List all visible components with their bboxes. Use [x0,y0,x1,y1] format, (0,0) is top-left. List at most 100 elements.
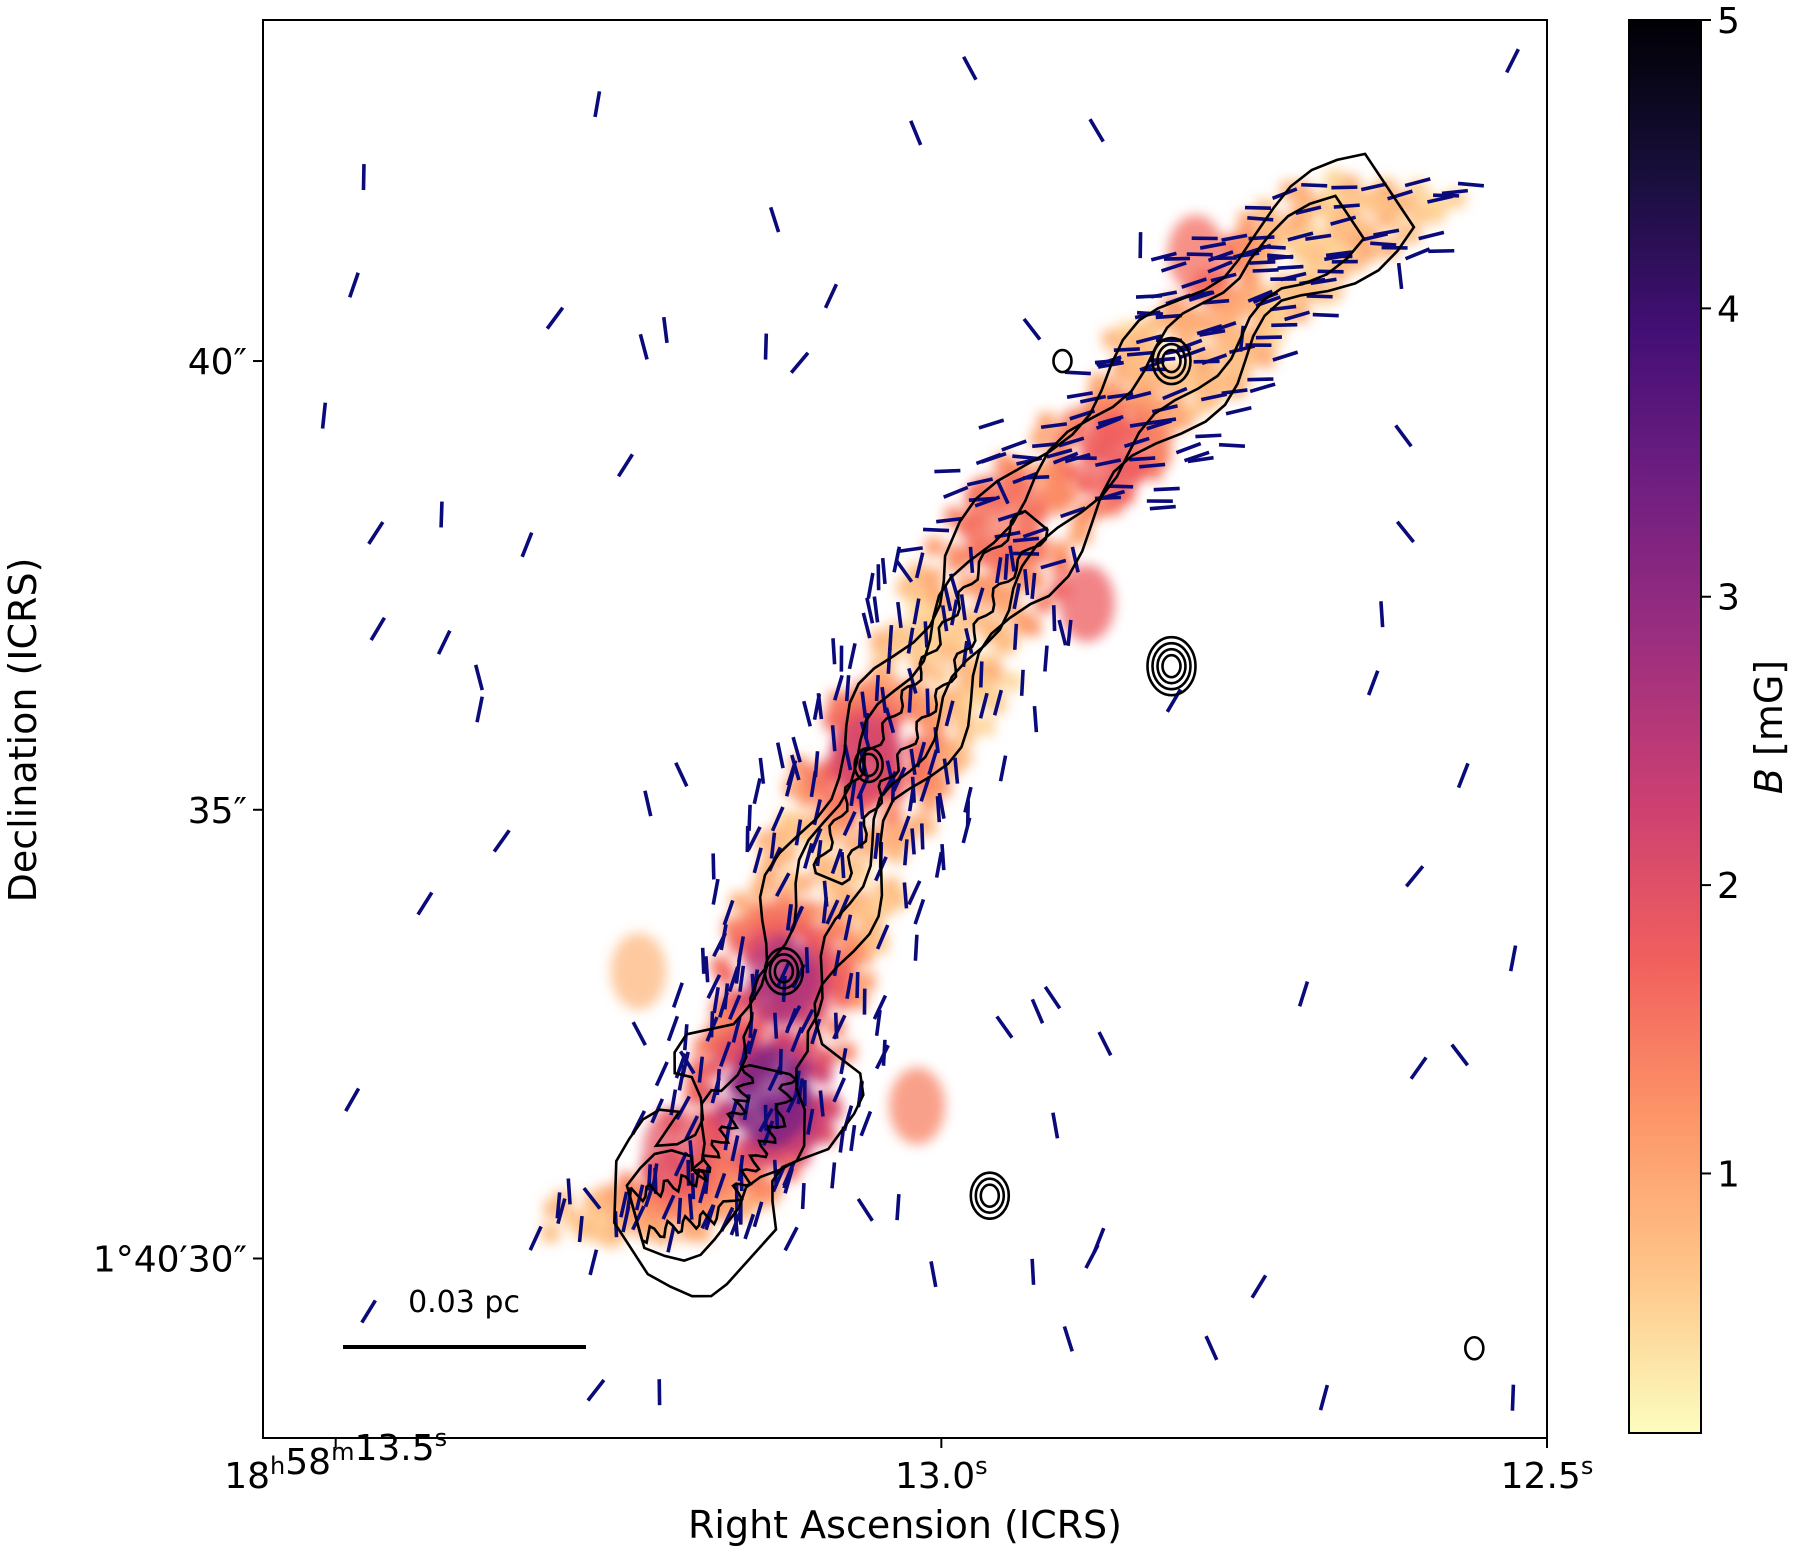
polarization-vector [964,627,974,655]
polarization-vector [616,453,634,478]
polarization-vector [791,736,802,763]
polarization-vector [856,1197,874,1222]
polarization-vector [1094,358,1122,365]
polarization-vector [978,661,984,688]
polarization-vector [520,531,534,558]
polarization-vector [1433,193,1460,198]
source-contour [858,752,879,778]
polarization-vector [706,974,722,1000]
colorbar-label-unit: [mG] [1747,660,1791,768]
polarization-vector [473,664,484,691]
polarization-vector [1183,450,1210,463]
source-contour [1146,635,1197,697]
polarization-vector [875,924,890,950]
polarization-vector [906,627,915,654]
polarization-vector [903,839,909,866]
polarization-vector [866,572,875,599]
field-strength-cell [644,1202,663,1221]
field-strength-cell [541,1224,560,1243]
polarization-vector [1064,370,1091,376]
field-strength-cell [1003,672,1022,691]
polarization-vector [1247,377,1274,382]
field-strength-cell [813,1065,832,1084]
field-strength-cell [830,698,849,717]
polarization-vector [1123,436,1150,449]
polarization-vector [966,477,994,487]
polarization-vector [1249,260,1276,265]
polarization-vector [825,899,840,925]
polarization-vector [813,751,820,778]
polarization-vector [843,914,853,941]
field-strength-cell [978,678,997,697]
polarization-vector [907,667,918,694]
polarization-vector [995,1015,1014,1039]
polarization-vector [621,1206,631,1233]
polarization-vector [1456,762,1470,789]
polarization-vector [860,691,868,718]
polarization-vector [874,674,880,702]
field-strength-cell [1331,223,1350,242]
contour-inner [812,509,1049,886]
polarization-vector [1395,520,1415,544]
polarization-vector [953,757,960,784]
polarization-vector [1366,670,1380,696]
polarization-vector [675,1095,691,1121]
polarization-vector [794,819,803,846]
polarization-vector [1013,551,1040,556]
y-tick-label: 1°40′30″ [93,1240,247,1281]
scale-bar-label: 0.03 pc [408,1285,520,1320]
field-strength-cell [854,946,873,965]
polarization-vector [949,599,959,626]
field-strength-cell [795,918,814,937]
polarization-vector [712,932,728,958]
polarization-vector [769,832,777,859]
field-strength-cell [842,833,861,852]
polarization-vector [1188,290,1215,302]
polarization-vector [1012,623,1019,650]
polarization-vector [1043,645,1049,672]
polarization-vector [1272,350,1299,362]
polarization-vector [738,965,746,992]
polarization-vector [768,206,781,233]
polarization-vector [799,1008,815,1034]
polarization-vector [802,700,812,727]
polarization-vector [1001,439,1027,452]
field-strength-cell [1256,347,1275,366]
polarization-vector [1409,1056,1428,1080]
field-strength-cell [1297,245,1316,264]
polarization-vector [1301,182,1328,188]
polarization-vector [1126,350,1154,357]
y-tick-label: 35″ [188,791,247,832]
polarization-vector [1404,865,1425,888]
polarization-vector [1199,328,1226,337]
polarization-vector [782,1163,795,1189]
polarization-vector [1271,322,1298,328]
field-strength-cell [840,943,859,962]
polarization-vector [770,806,785,832]
field-strength-cell [1087,401,1106,420]
polarization-vector [832,950,841,977]
field-strength-cell [976,717,995,736]
polarization-vector [1427,194,1454,204]
polarization-vector [942,485,969,499]
polarization-vector [885,760,895,787]
polarization-vector [847,643,857,670]
polarization-vector [865,597,875,624]
polarization-vector [1163,256,1191,261]
polarization-vector [845,972,854,999]
polarization-vector [631,1205,646,1231]
polarization-vector [1284,310,1311,322]
polarization-vector [998,755,1008,782]
polarization-vector [1135,334,1162,345]
colorbar-tick-label: 2 [1717,866,1740,907]
polarization-vector [1052,451,1079,465]
polarization-vector [914,552,925,579]
field-strength-cell [963,610,982,629]
polarization-vector [566,1178,572,1205]
field-strength-cell [1102,329,1121,348]
polarization-vector [475,696,484,723]
polarization-vector [1277,264,1304,270]
polarization-vector [1370,241,1397,247]
polarization-vector [1450,1043,1470,1067]
field-strength-cell [717,966,736,985]
